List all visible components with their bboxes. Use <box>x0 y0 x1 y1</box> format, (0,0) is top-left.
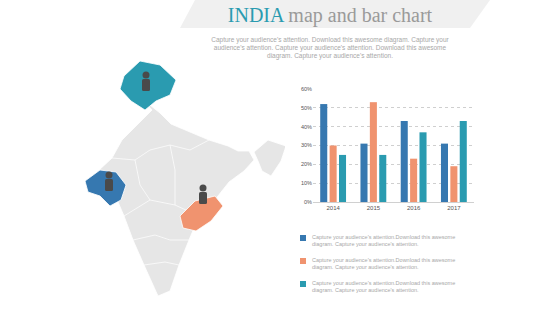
svg-text:10%: 10% <box>301 180 312 186</box>
html-text:Capture your audience's attent: Capture your audience's attention.Downlo… <box>312 234 456 247</box>
svg-text:40%: 40% <box>301 124 312 130</box>
html-text:INDIA map and bar chart: INDIA map and bar chart <box>227 4 433 26</box>
html-text:Capture your audience's attent: Capture your audience's attention.Downlo… <box>312 280 456 293</box>
html-text:Capture your audience's attent: Capture your audience's attention. Downl… <box>211 36 449 59</box>
svg-text:50%: 50% <box>301 105 312 111</box>
html-text:Capture your audience's attent: Capture your audience's attention.Downlo… <box>312 257 456 270</box>
svg-text:2014: 2014 <box>326 205 340 211</box>
svg-text:20%: 20% <box>301 161 312 167</box>
svg-text:2016: 2016 <box>407 205 421 211</box>
svg-text:60%: 60% <box>301 86 312 92</box>
svg-text:0%: 0% <box>304 199 312 205</box>
svg-text:2015: 2015 <box>367 205 381 211</box>
svg-text:30%: 30% <box>301 142 312 148</box>
svg-text:2017: 2017 <box>447 205 461 211</box>
